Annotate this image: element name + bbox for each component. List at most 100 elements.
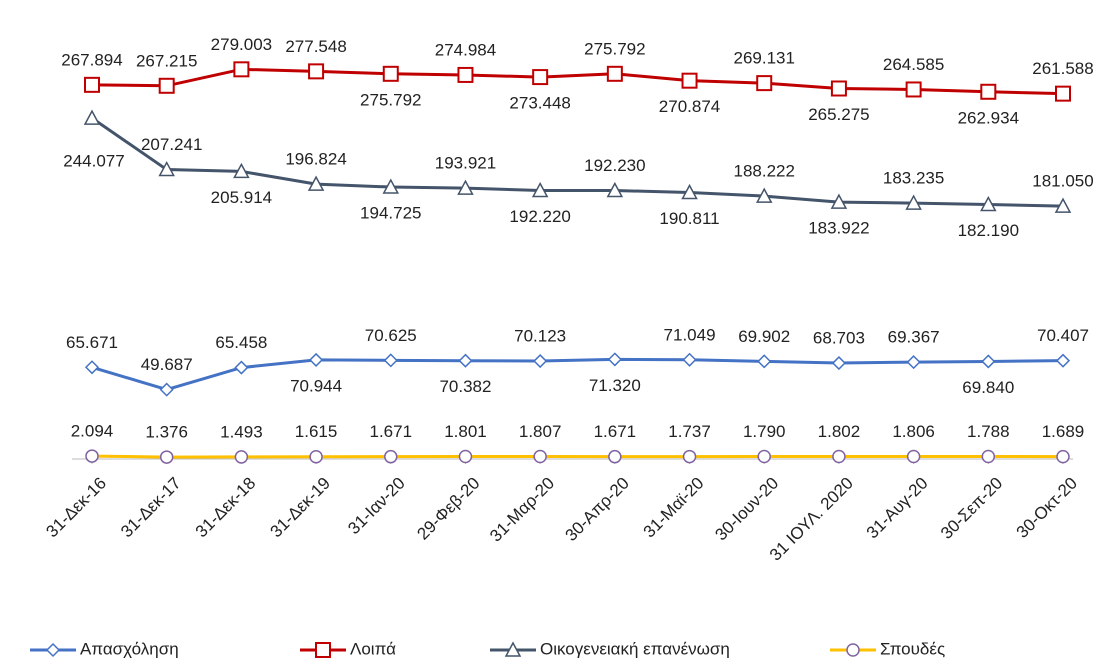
marker bbox=[757, 449, 771, 464]
data-label: 68.703 bbox=[813, 329, 865, 348]
x-tick-label: 30-Ιουν-20 bbox=[711, 474, 782, 545]
x-tick-label: 30-Σεπ-20 bbox=[937, 474, 1006, 543]
data-label: 1.806 bbox=[892, 422, 935, 441]
data-label: 267.894 bbox=[61, 50, 122, 69]
data-label: 274.984 bbox=[435, 40, 496, 59]
series-line bbox=[91, 116, 1064, 208]
marker bbox=[832, 449, 846, 464]
marker bbox=[234, 360, 249, 375]
marker bbox=[307, 175, 325, 191]
data-label: 192.220 bbox=[509, 207, 570, 226]
marker bbox=[981, 449, 996, 464]
marker bbox=[981, 354, 996, 369]
marker bbox=[980, 83, 997, 100]
marker bbox=[84, 360, 100, 375]
data-label: 65.458 bbox=[215, 333, 267, 352]
marker bbox=[756, 75, 773, 92]
data-label: 279.003 bbox=[211, 35, 272, 54]
marker bbox=[83, 109, 101, 125]
data-label: 1.801 bbox=[444, 422, 487, 441]
data-label: 188.222 bbox=[734, 162, 795, 181]
legend-label: Σπουδές bbox=[880, 639, 945, 658]
legend-item: Οικογενειακή επανένωση bbox=[490, 639, 730, 658]
legend-item: Σπουδές bbox=[830, 639, 945, 658]
series-line bbox=[91, 454, 1064, 459]
marker bbox=[906, 449, 921, 464]
data-label: 264.585 bbox=[883, 55, 944, 74]
x-tick-label: 31-Δεκ-19 bbox=[266, 474, 334, 542]
data-label: 69.367 bbox=[888, 328, 940, 347]
x-tick-label: 31-Δεκ-18 bbox=[192, 474, 260, 542]
data-label: 69.902 bbox=[738, 327, 790, 346]
data-label: 273.448 bbox=[509, 94, 570, 113]
x-tick-label: 31-Δεκ-17 bbox=[117, 474, 185, 542]
series-line bbox=[91, 357, 1064, 392]
marker bbox=[1054, 197, 1072, 213]
marker bbox=[905, 194, 922, 210]
marker bbox=[607, 352, 622, 367]
marker bbox=[233, 61, 250, 78]
data-label: 196.824 bbox=[285, 150, 346, 169]
marker bbox=[85, 449, 99, 463]
x-tick-label: 30-Οκτ-20 bbox=[1013, 474, 1081, 542]
legend-item: Απασχόληση bbox=[30, 639, 179, 658]
x-tick-label: 29-Φεβ-20 bbox=[413, 474, 483, 544]
x-tick-label: 31-Αυγ-20 bbox=[863, 474, 932, 543]
data-label: 1.615 bbox=[295, 422, 338, 441]
marker bbox=[532, 69, 549, 86]
x-tick-label: 31-Μαϊ-20 bbox=[640, 474, 708, 542]
data-label: 275.792 bbox=[360, 90, 421, 109]
marker bbox=[158, 160, 175, 177]
data-label: 262.934 bbox=[958, 108, 1019, 127]
x-tick-label: 31-Μαρ-20 bbox=[486, 474, 558, 546]
marker bbox=[234, 450, 249, 464]
marker bbox=[457, 66, 474, 83]
data-label: 1.802 bbox=[818, 422, 861, 441]
marker bbox=[315, 642, 331, 658]
data-label: 207.241 bbox=[141, 135, 202, 154]
data-label: 70.407 bbox=[1037, 326, 1089, 345]
data-label: 70.382 bbox=[439, 377, 491, 396]
data-label: 49.687 bbox=[141, 355, 193, 374]
marker bbox=[158, 77, 175, 94]
data-label: 70.625 bbox=[365, 326, 417, 345]
marker bbox=[504, 641, 522, 657]
marker bbox=[755, 187, 773, 203]
legend-label: Λοιπά bbox=[350, 639, 396, 658]
marker bbox=[159, 450, 174, 464]
data-label: 181.050 bbox=[1032, 172, 1093, 191]
marker bbox=[458, 353, 473, 368]
marker bbox=[308, 63, 325, 80]
marker bbox=[533, 449, 547, 464]
data-label: 267.215 bbox=[136, 51, 197, 70]
marker bbox=[905, 81, 922, 98]
marker bbox=[383, 353, 398, 368]
marker bbox=[606, 181, 624, 198]
marker bbox=[606, 65, 623, 82]
data-label: 1.376 bbox=[145, 423, 188, 442]
marker bbox=[45, 642, 61, 658]
data-label: 269.131 bbox=[734, 49, 795, 68]
marker bbox=[382, 65, 399, 82]
data-label: 183.922 bbox=[808, 219, 869, 238]
data-label: 190.811 bbox=[659, 209, 719, 228]
data-label: 193.921 bbox=[435, 154, 496, 173]
marker bbox=[233, 162, 250, 179]
data-label: 65.671 bbox=[66, 333, 118, 352]
marker bbox=[980, 195, 997, 212]
data-label: 70.123 bbox=[514, 327, 566, 346]
legend-item: Λοιπά bbox=[300, 639, 396, 658]
data-label: 265.275 bbox=[808, 105, 869, 124]
marker bbox=[1055, 353, 1071, 368]
marker bbox=[682, 449, 697, 464]
data-label: 1.737 bbox=[668, 422, 711, 441]
data-label: 183.235 bbox=[883, 169, 944, 188]
data-label: 244.077 bbox=[63, 152, 124, 171]
marker bbox=[681, 183, 698, 200]
data-label: 205.914 bbox=[211, 188, 272, 207]
x-tick-label: 31-Δεκ-16 bbox=[42, 474, 110, 542]
marker bbox=[84, 76, 100, 93]
data-label: 69.840 bbox=[962, 378, 1014, 397]
marker bbox=[757, 354, 772, 369]
